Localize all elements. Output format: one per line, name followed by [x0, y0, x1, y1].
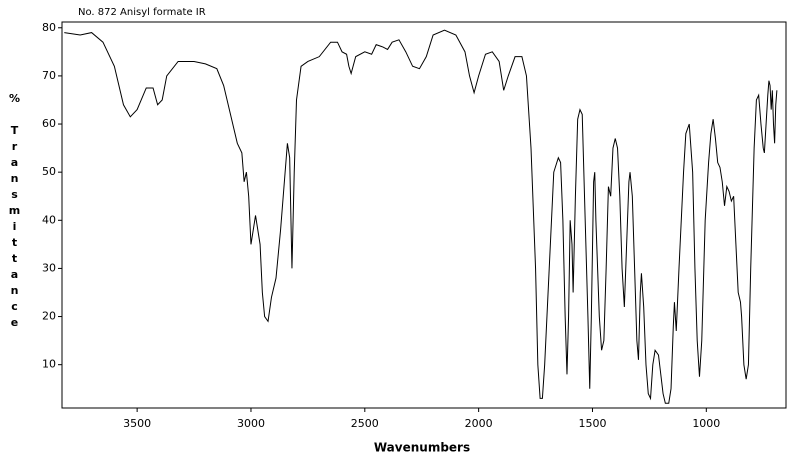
y-axis-label: Transmittance	[8, 124, 21, 332]
x-tick-label: 2500	[351, 417, 379, 430]
x-tick-label: 3500	[123, 417, 151, 430]
y-axis-symbol: %	[8, 92, 21, 108]
plot-frame	[61, 21, 787, 409]
y-tick-label: 30	[42, 261, 56, 274]
spectrum-line	[64, 29, 778, 404]
y-tick-label: 60	[42, 117, 56, 130]
y-tick-label: 70	[42, 69, 56, 82]
y-tick-label: 40	[42, 213, 56, 226]
y-tick-label: 50	[42, 165, 56, 178]
chart-title: No. 872 Anisyl formate IR	[78, 7, 206, 18]
y-tick-label: 80	[42, 21, 56, 34]
x-tick-label: 1500	[578, 417, 606, 430]
x-tick-label: 1000	[692, 417, 720, 430]
x-axis-label: Wavenumbers	[374, 441, 470, 455]
y-tick-label: 10	[42, 358, 56, 371]
y-tick-label: 20	[42, 310, 56, 323]
x-tick-label: 3000	[237, 417, 265, 430]
x-tick-label: 2000	[465, 417, 493, 430]
